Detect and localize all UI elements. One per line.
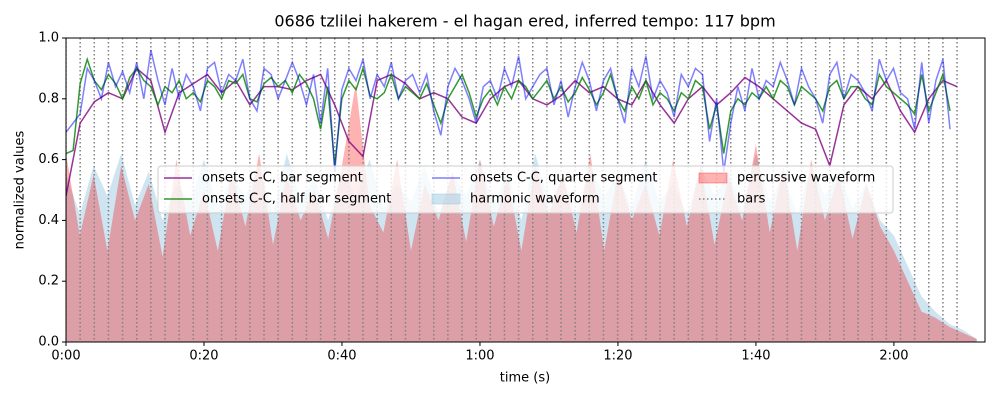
- legend-label: percussive waveform: [737, 171, 875, 186]
- legend-swatch: [431, 193, 461, 205]
- waveform-area: [66, 83, 977, 342]
- x-tick-label: 1:40: [741, 349, 770, 364]
- x-tick-label: 2:00: [879, 349, 908, 364]
- series-line: [66, 56, 951, 166]
- legend-label: onsets C-C, bar segment: [202, 171, 363, 186]
- legend-swatch: [698, 172, 728, 184]
- chart-title: 0686 tzlilei hakerem - el hagan ered, in…: [274, 12, 775, 31]
- x-tick-label: 0:00: [51, 349, 80, 364]
- legend: onsets C-C, bar segment onsets C-C, half …: [157, 165, 894, 214]
- y-tick-label: 0.2: [38, 274, 59, 289]
- y-tick-label: 0.0: [38, 335, 59, 350]
- legend-label: harmonic waveform: [470, 192, 600, 207]
- y-tick-label: 0.6: [38, 152, 59, 167]
- x-tick-label: 0:40: [327, 349, 356, 364]
- y-tick-label: 0.8: [38, 91, 59, 106]
- legend-label: onsets C-C, half bar segment: [202, 192, 391, 207]
- y-axis-label: normalized values: [13, 130, 28, 249]
- axes-frame: [65, 37, 986, 343]
- legend-label: onsets C-C, quarter segment: [470, 171, 657, 186]
- legend-box: [157, 165, 894, 214]
- x-axis-label: time (s): [500, 371, 550, 386]
- x-tick-label: 1:00: [465, 349, 494, 364]
- x-tick-label: 0:20: [189, 349, 218, 364]
- y-tick-label: 1.0: [38, 31, 59, 46]
- x-tick-label: 1:20: [603, 349, 632, 364]
- series-line: [66, 49, 951, 172]
- legend-label: bars: [737, 192, 766, 207]
- y-tick-label: 0.4: [38, 213, 59, 228]
